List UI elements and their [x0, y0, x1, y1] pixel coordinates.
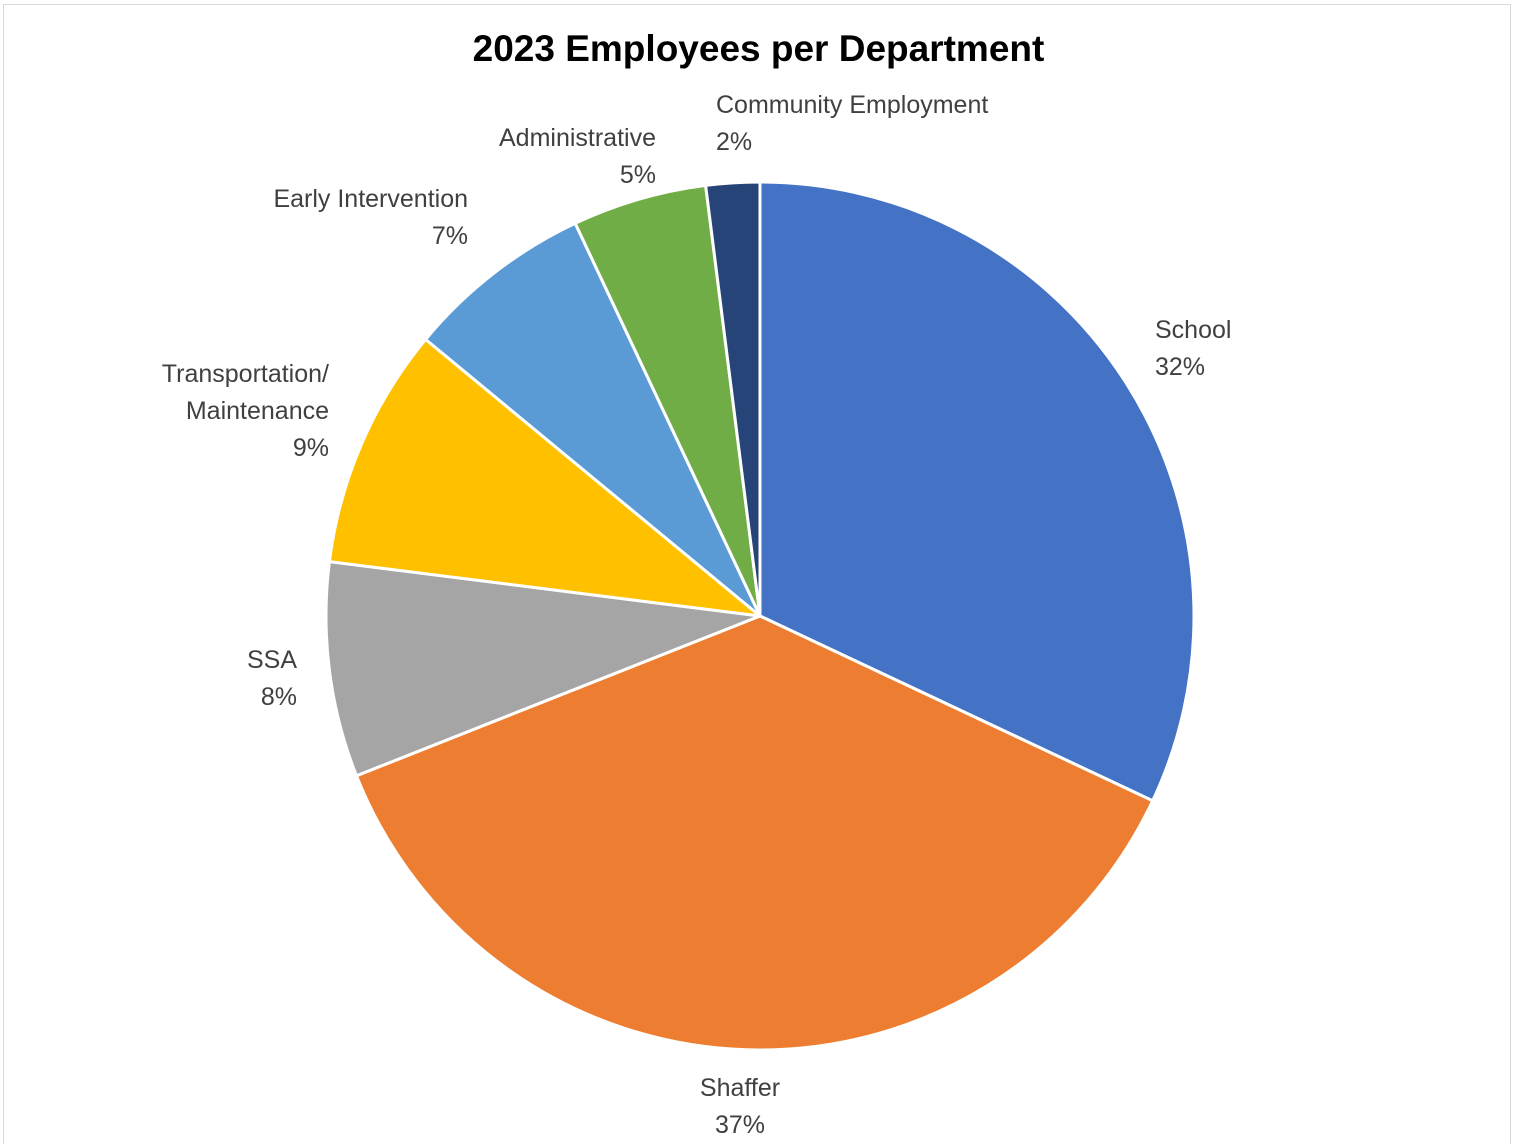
pie-slices	[324, 180, 1196, 1052]
slice-labels: School 32% Shaffer 37% SSA 8% Transportation/M…	[162, 91, 1232, 1139]
slice-label-shaffer: Shaffer 37%	[700, 1074, 780, 1139]
chart-title: 2023 Employees per Department	[472, 28, 1045, 69]
pie-slice-shaffer	[354, 614, 1155, 1052]
pie-slice-ssa	[324, 559, 761, 778]
slice-label-school: School 32%	[1155, 316, 1231, 381]
pie-slice-early-intervention	[423, 221, 762, 618]
pie-slice-community-employment	[703, 180, 762, 617]
pie-slice-school	[758, 180, 1196, 803]
pie-slice-transportation-maintenance	[327, 337, 765, 619]
slice-label-transportation-maintenance: Transportation/Maintenance 9%	[162, 360, 329, 462]
slice-label-early-intervention: Early Intervention 7%	[273, 185, 468, 250]
slice-label-administrative: Administrative 5%	[499, 124, 656, 189]
slice-label-ssa: SSA 8%	[247, 646, 297, 711]
slice-label-community-employment: Community Employment 2%	[716, 91, 988, 156]
